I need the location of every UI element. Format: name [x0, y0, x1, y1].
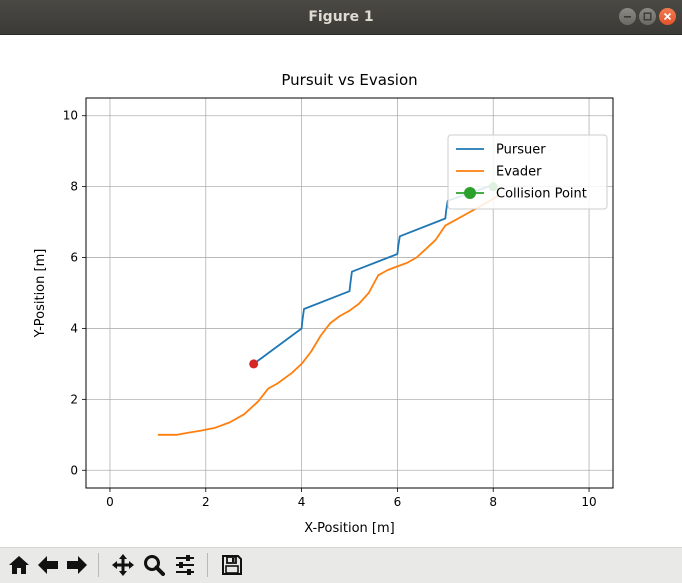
- toolbar-separator: [98, 553, 99, 577]
- save-icon: [221, 554, 243, 576]
- zoom-button[interactable]: [141, 551, 167, 579]
- figure-canvas[interactable]: Pursuit vs Evasion 0 2 4 6 8 10 0 2 4 6 8 10 X-Posi…: [0, 35, 682, 547]
- home-button[interactable]: [6, 551, 32, 579]
- y-tick-label: 6: [70, 251, 78, 265]
- navigation-toolbar: [0, 547, 682, 583]
- x-tick-label: 6: [394, 495, 402, 509]
- home-icon: [8, 555, 30, 575]
- configure-subplots-icon: [174, 554, 196, 576]
- window-title: Figure 1: [308, 9, 374, 25]
- window-titlebar[interactable]: Figure 1: [0, 0, 682, 35]
- y-tick-label: 8: [70, 180, 78, 194]
- x-tick-label: 10: [581, 495, 596, 509]
- axis-ticks: 0 2 4 6 8 10 0 2 4 6 8 10: [63, 109, 597, 509]
- start-point-marker: [249, 359, 259, 369]
- minimize-icon[interactable]: [619, 8, 636, 25]
- x-tick-label: 4: [298, 495, 306, 509]
- forward-button[interactable]: [64, 551, 90, 579]
- axes-frame: [85, 97, 614, 489]
- y-tick-label: 2: [70, 392, 78, 406]
- save-button[interactable]: [219, 551, 245, 579]
- configure-subplots-button[interactable]: [172, 551, 198, 579]
- forward-arrow-icon: [66, 555, 88, 575]
- legend-label: Pursuer: [496, 143, 546, 158]
- pan-icon: [112, 554, 134, 576]
- plot-svg: Pursuit vs Evasion 0 2 4 6 8 10 0 2 4 6 8 10 X-Posi…: [33, 71, 614, 536]
- x-tick-label: 0: [106, 495, 114, 509]
- legend-label: Collision Point: [496, 187, 587, 202]
- zoom-icon: [143, 554, 165, 576]
- pan-button[interactable]: [110, 551, 136, 579]
- maximize-icon[interactable]: [639, 8, 656, 25]
- legend-label: Evader: [496, 165, 542, 180]
- legend-marker: [464, 187, 476, 199]
- y-tick-label: 10: [63, 109, 78, 123]
- series-line-evader: [157, 194, 499, 436]
- back-button[interactable]: [35, 551, 61, 579]
- y-tick-label: 0: [70, 463, 78, 477]
- x-tick-label: 2: [202, 495, 210, 509]
- chart-title: Pursuit vs Evasion: [281, 71, 417, 89]
- series-lines: [157, 184, 499, 436]
- close-icon[interactable]: [659, 8, 676, 25]
- toolbar-separator: [207, 553, 208, 577]
- y-tick-label: 4: [70, 321, 78, 335]
- legend-box: [447, 134, 608, 210]
- window-controls: [619, 8, 676, 25]
- x-tick-label: 8: [489, 495, 497, 509]
- y-axis-label: Y-Position [m]: [33, 249, 48, 339]
- series-line-pursuer: [253, 184, 494, 365]
- back-arrow-icon: [37, 555, 59, 575]
- x-axis-label: X-Position [m]: [304, 521, 395, 536]
- legend: Pursuer Evader Collision Point: [447, 134, 608, 210]
